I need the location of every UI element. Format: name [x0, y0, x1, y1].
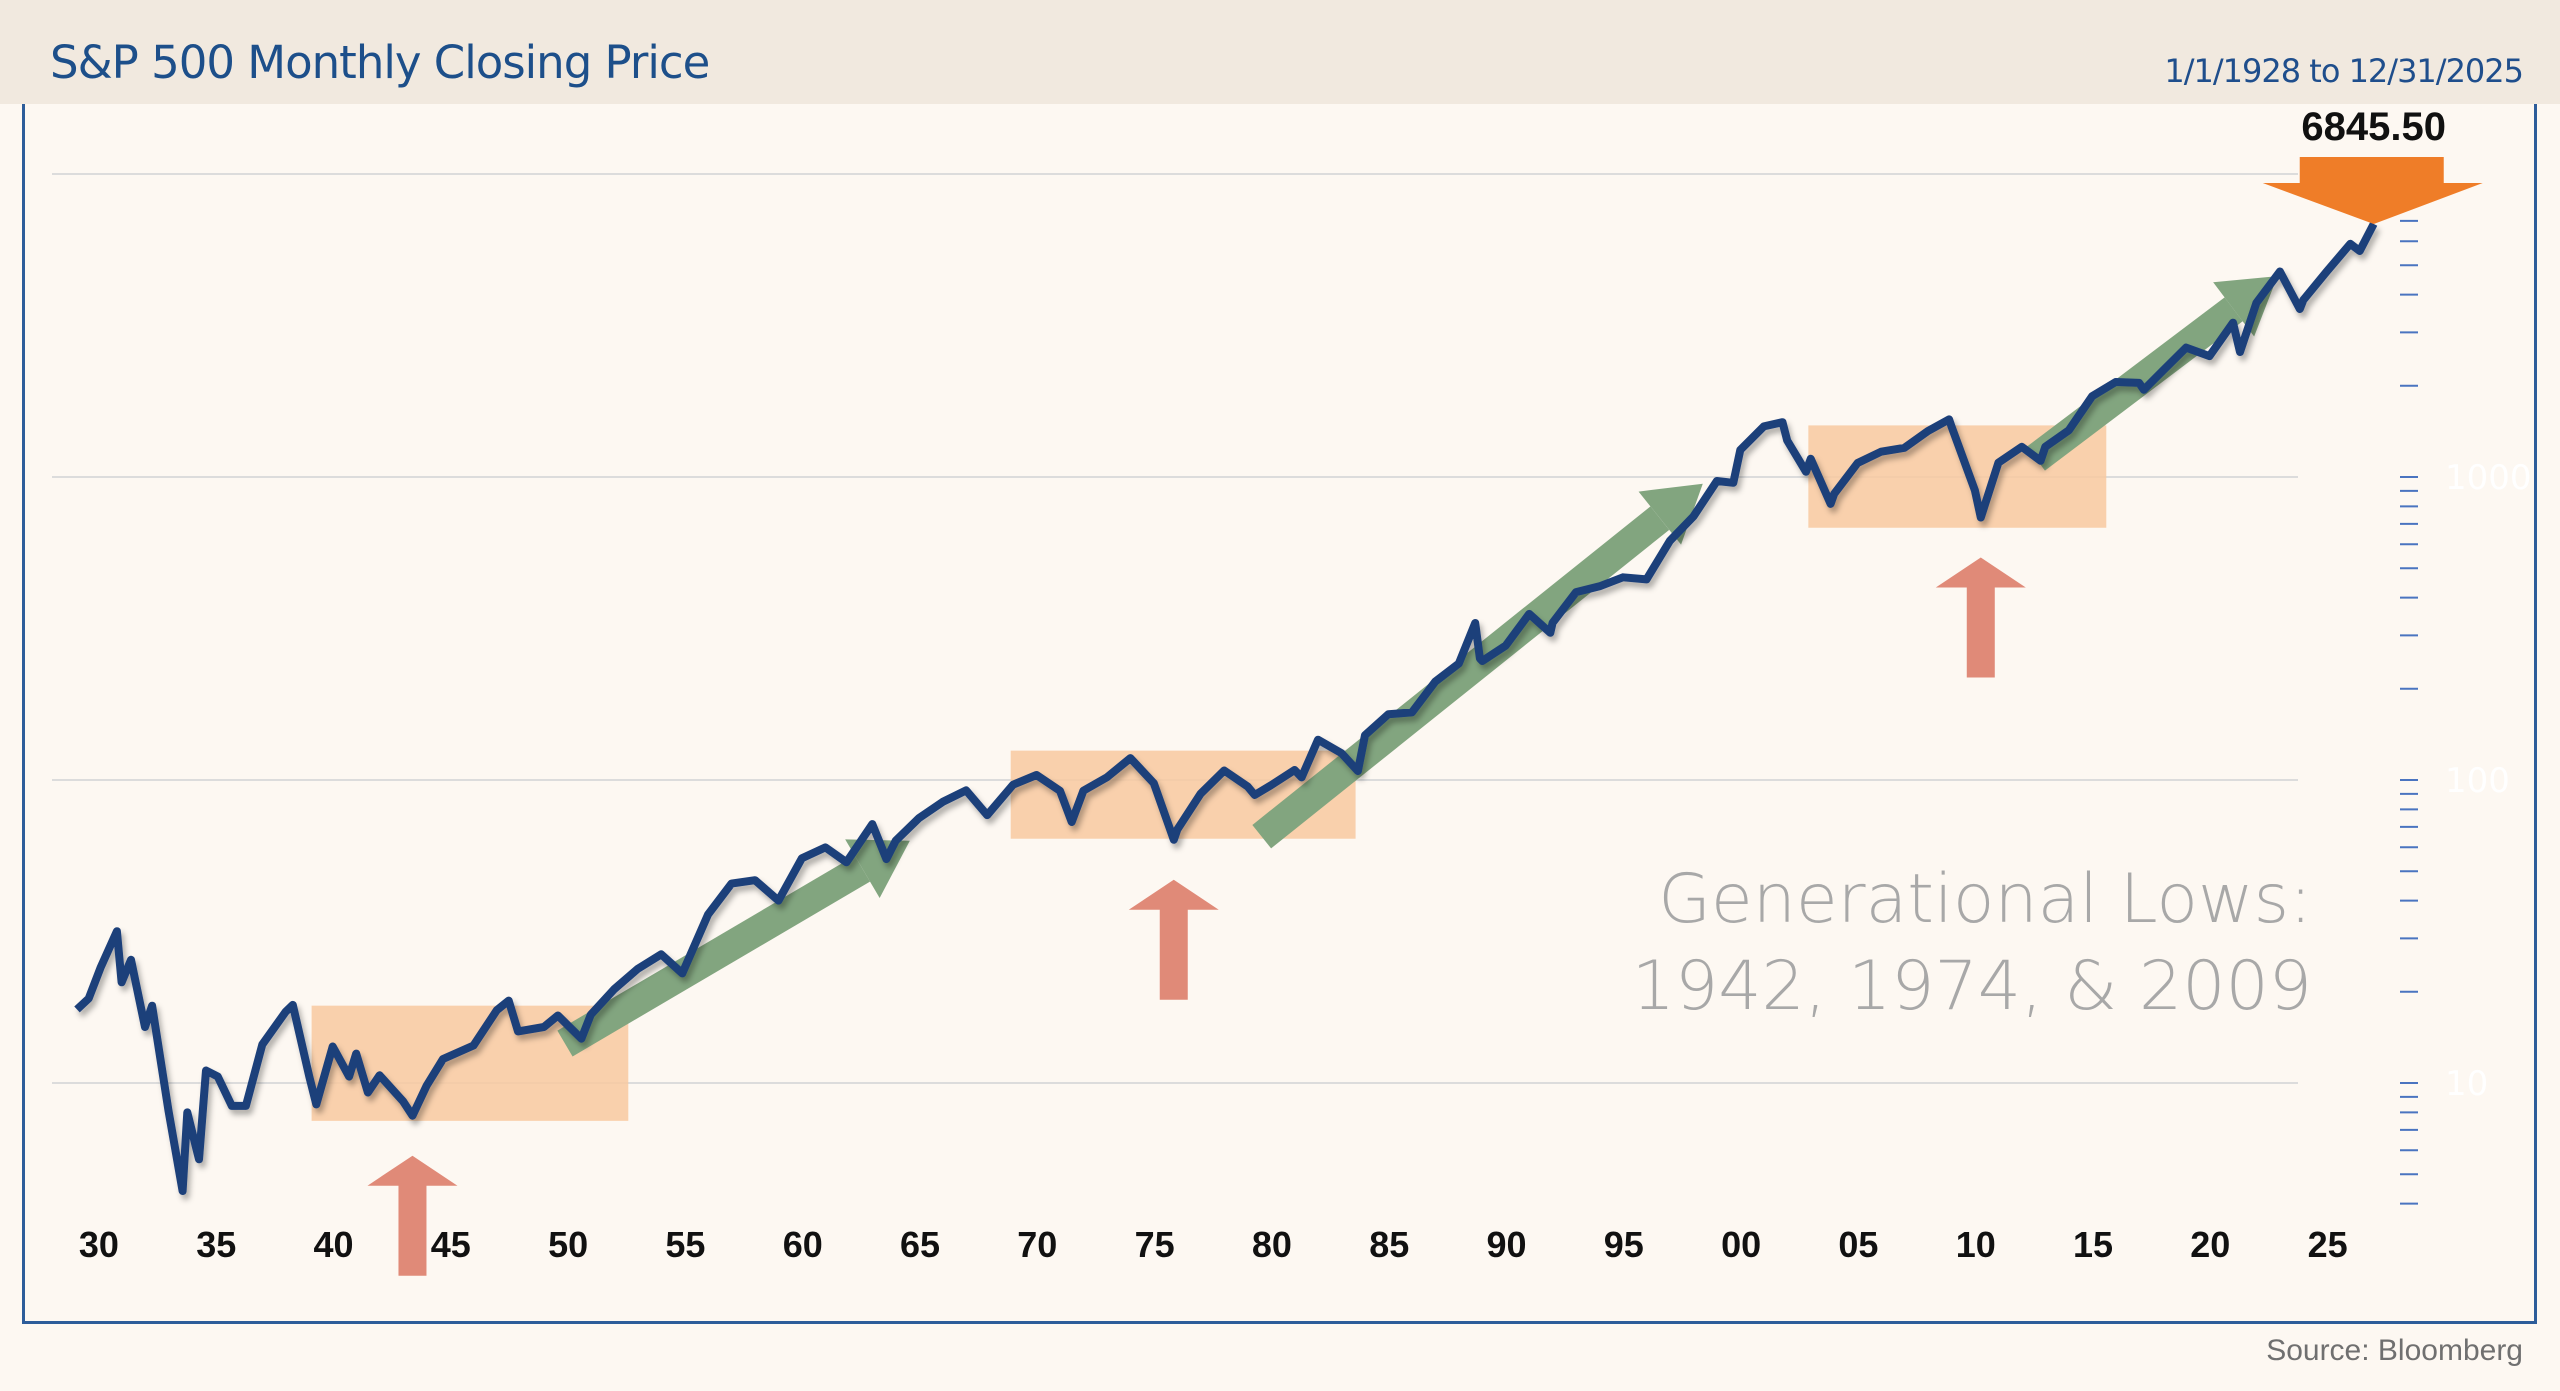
low-arrow	[367, 1155, 458, 1276]
last-value-marker-bar	[2299, 157, 2444, 185]
x-tick-label: 05	[1838, 1224, 1878, 1265]
x-tick-label: 60	[783, 1224, 823, 1265]
x-tick-label: 40	[313, 1224, 353, 1265]
x-tick-label: 00	[1721, 1224, 1761, 1265]
source-note: Source: Bloomberg	[2266, 1334, 2523, 1367]
chart-header: S&P 500 Monthly Closing Price 1/1/1928 t…	[0, 0, 2560, 104]
x-tick-label: 85	[1369, 1224, 1409, 1265]
low-arrow-shape	[1935, 557, 2026, 678]
x-tick-label: 35	[196, 1224, 236, 1265]
x-tick-label: 50	[548, 1224, 588, 1265]
x-tick-label: 80	[1252, 1224, 1292, 1265]
last-value-marker-arrow	[2262, 183, 2483, 224]
annotation-line: Generational Lows:	[1658, 860, 2312, 939]
low-arrow	[1128, 879, 1219, 1000]
low-arrow-shape	[367, 1155, 458, 1276]
x-tick-label: 55	[665, 1224, 705, 1265]
chart-title: S&P 500 Monthly Closing Price	[50, 36, 710, 89]
trend-arrow-shaft	[1252, 506, 1670, 849]
x-tick-label: 45	[431, 1224, 471, 1265]
x-tick-label: 15	[2073, 1224, 2113, 1265]
x-tick-label: 20	[2190, 1224, 2230, 1265]
y-tick-label: 100	[2445, 761, 2510, 801]
price-line	[74, 222, 2378, 1195]
y-tick-label: 1000	[2445, 458, 2532, 498]
y-tick-label: 10	[2445, 1064, 2488, 1104]
x-tick-label: 65	[900, 1224, 940, 1265]
annotation-line: 1942, 1974, & 2009	[1632, 947, 2312, 1026]
x-tick-label: 30	[79, 1224, 119, 1265]
trend-arrow-head	[845, 839, 910, 898]
x-tick-label: 70	[1017, 1224, 1057, 1265]
date-range: 1/1/1928 to 12/31/2025	[2164, 52, 2524, 90]
trend-arrow-head	[1638, 483, 1703, 545]
trend-arrow-shaft	[557, 855, 871, 1057]
x-tick-label: 75	[1135, 1224, 1175, 1265]
trend-arrow	[557, 839, 910, 1057]
x-tick-label: 10	[1956, 1224, 1996, 1265]
x-tick-label: 90	[1486, 1224, 1526, 1265]
trend-arrow	[1252, 483, 1703, 849]
x-tick-label: 95	[1604, 1224, 1644, 1265]
low-arrow-shape	[1128, 879, 1219, 1000]
x-tick-label: 25	[2308, 1224, 2348, 1265]
last-value-label: 6845.50	[2301, 105, 2446, 149]
chart-frame	[22, 104, 2537, 1324]
low-arrow	[1935, 557, 2026, 678]
